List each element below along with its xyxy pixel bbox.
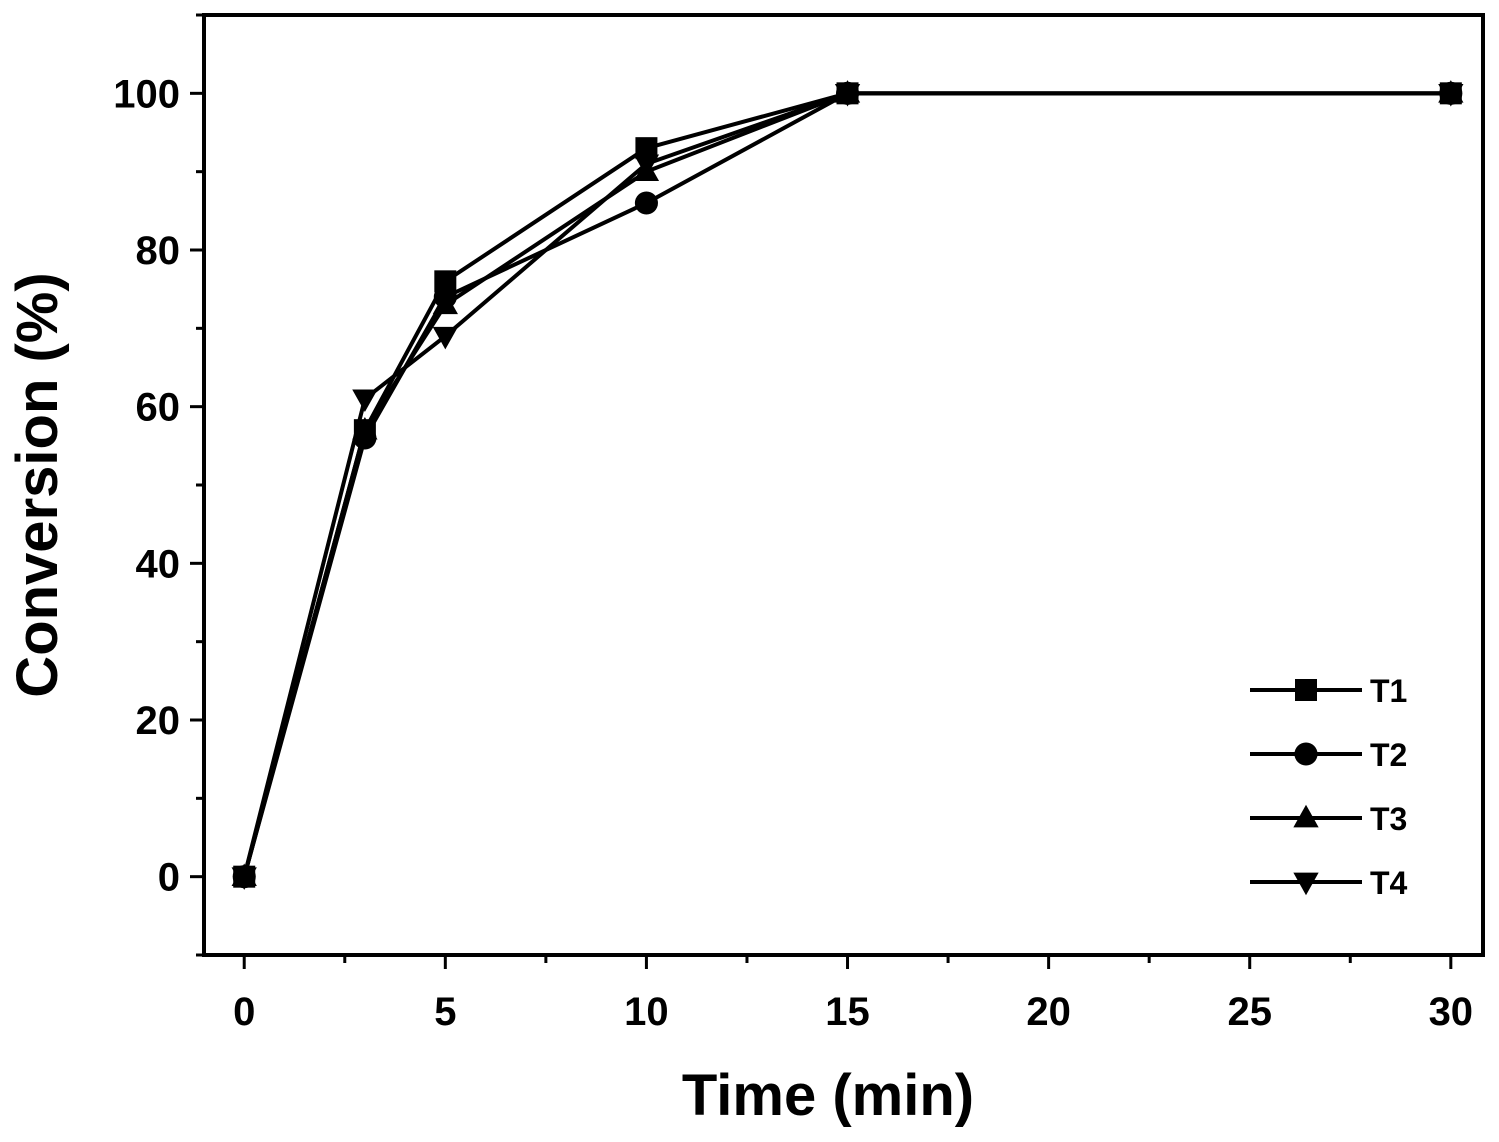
legend-label-T3: T3 <box>1370 801 1407 837</box>
y-tick-label: 100 <box>113 72 180 116</box>
legend-label-T1: T1 <box>1370 673 1407 709</box>
legend: T1 T2 T3 T4 <box>1250 673 1408 901</box>
legend-label-T2: T2 <box>1370 737 1407 773</box>
y-axis-ticks: 0 20 40 60 80 100 <box>113 15 204 955</box>
y-tick-label: 20 <box>136 699 181 743</box>
data-point-T4 <box>352 389 377 412</box>
series-line-T2 <box>244 93 1451 876</box>
data-point-T4 <box>433 327 458 350</box>
data-point-T2 <box>635 191 658 214</box>
series-line-T1 <box>244 93 1451 876</box>
y-axis-title: Conversion (%) <box>5 272 70 697</box>
series-layer <box>232 80 1464 890</box>
series-line-T4 <box>244 93 1451 876</box>
x-tick-label: 25 <box>1227 990 1272 1034</box>
x-tick-label: 20 <box>1026 990 1071 1034</box>
series-line-T3 <box>244 93 1451 876</box>
plot-frame <box>204 15 1483 955</box>
x-axis-ticks: 0 5 10 15 20 25 30 <box>233 955 1473 1034</box>
x-tick-label: 5 <box>434 990 456 1034</box>
x-tick-label: 0 <box>233 990 255 1034</box>
legend-marker-T1 <box>1295 679 1317 701</box>
x-tick-label: 30 <box>1429 990 1474 1034</box>
y-tick-label: 60 <box>136 386 181 430</box>
legend-label-T4: T4 <box>1370 865 1408 901</box>
x-axis-title: Time (min) <box>682 1063 974 1128</box>
y-tick-label: 80 <box>136 229 181 273</box>
y-tick-label: 40 <box>136 542 181 586</box>
x-tick-label: 10 <box>624 990 669 1034</box>
y-tick-label: 0 <box>158 856 180 900</box>
legend-marker-T2 <box>1294 742 1317 765</box>
x-tick-label: 15 <box>825 990 870 1034</box>
